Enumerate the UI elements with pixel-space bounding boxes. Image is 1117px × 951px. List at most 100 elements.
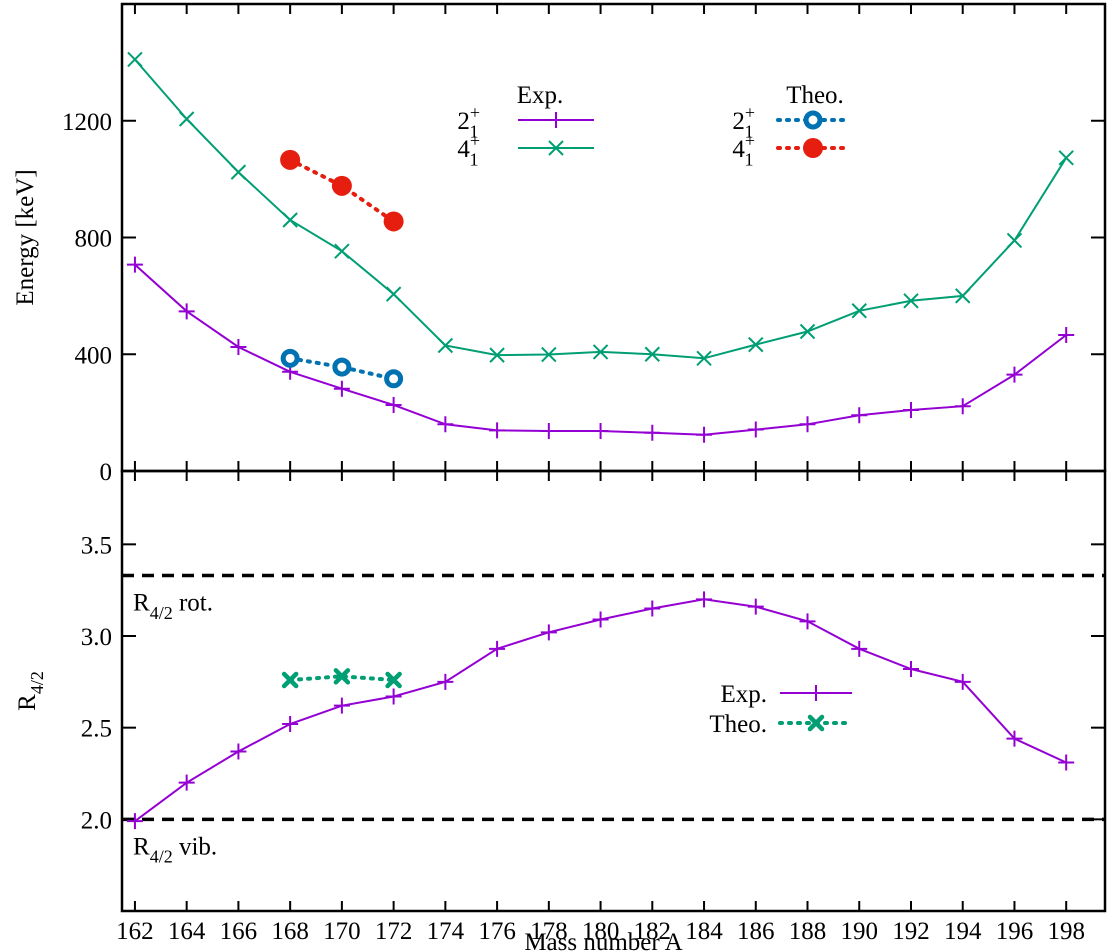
- series-t1-point-2: [230, 164, 247, 180]
- plot-frames: [120, 2, 1107, 913]
- series-b0-point-10: [644, 600, 661, 617]
- series-t0-point-10: [644, 424, 661, 441]
- series-t0-point-8: [540, 423, 557, 440]
- top-legend-label-0: 2+ 1: [457, 103, 480, 142]
- top-legend-label-2: 2+ 1: [732, 103, 755, 142]
- top-legend-heading-1: Theo.: [786, 82, 844, 109]
- series-b0-point-15: [902, 661, 919, 677]
- bottom-ytick-label-3: 3.5: [81, 532, 112, 559]
- series-t0-point-1: [178, 303, 195, 320]
- series-t0-point-13: [799, 416, 816, 433]
- top-plot-frame: [120, 2, 1107, 473]
- series-t1-point-0: [127, 51, 143, 68]
- series-t1-point-8: [541, 346, 557, 363]
- series-t0-point-2: [230, 338, 247, 355]
- series-b0-point-9: [592, 611, 609, 628]
- top-ytick-label-0: 0: [100, 459, 113, 486]
- x-tick-label-13: 188: [789, 918, 827, 945]
- bottom-ylabel: R4/2: [14, 671, 47, 711]
- series-t0-point-0: [126, 256, 143, 273]
- series-b0-point-5: [385, 688, 402, 705]
- x-tick-label-4: 170: [323, 918, 361, 945]
- series-b0-point-16: [954, 673, 971, 690]
- series-t0-point-17: [1006, 366, 1023, 383]
- x-tick-label-9: 180: [582, 918, 620, 945]
- bottom-legend-label-1: Theo.: [709, 711, 767, 738]
- series-t1-point-15: [903, 293, 919, 309]
- top-legend-label-3: 4+ 1: [732, 131, 755, 170]
- series-t1-point-7: [489, 347, 505, 363]
- bottom-plot-frame: [120, 469, 1107, 913]
- legend-marker-b1: [807, 714, 825, 732]
- series-t0-point-6: [437, 416, 454, 433]
- series-b0-point-18: [1058, 754, 1075, 771]
- series-t0-line: [134, 263, 1067, 436]
- series-t1-point-3: [282, 212, 298, 228]
- x-tick-label-14: 190: [841, 918, 879, 945]
- series-b0-point-17: [1006, 730, 1023, 747]
- series-b0-point-11: [696, 591, 713, 608]
- series-t0-point-5: [385, 397, 402, 414]
- series-t0-point-18: [1058, 326, 1075, 343]
- series-t3-point-2: [383, 211, 404, 232]
- x-tick-label-3: 168: [271, 918, 309, 945]
- series-b0-point-3: [282, 716, 299, 732]
- x-tick-label-17: 196: [996, 918, 1034, 945]
- legend-marker-b0: [808, 685, 824, 701]
- series-t0-point-14: [851, 407, 868, 424]
- series-b0-point-8: [540, 624, 557, 641]
- series-t0-point-7: [489, 422, 506, 439]
- series-b1-point-0: [281, 671, 299, 689]
- series-t3-point-0: [280, 149, 301, 170]
- top-legend-label-1: 4+ 1: [457, 131, 480, 170]
- top-ytick-label-1: 400: [75, 342, 113, 369]
- series-b1-point-1: [333, 668, 351, 685]
- x-tick-label-0: 162: [116, 918, 154, 945]
- series-t1-point-16: [955, 288, 971, 304]
- series-t1-point-13: [799, 323, 816, 340]
- x-tick-label-2: 166: [220, 918, 258, 945]
- x-tick-label-1: 164: [168, 918, 206, 945]
- series-t0-point-9: [592, 423, 609, 440]
- series-t1-point-17: [1006, 232, 1023, 249]
- series-t0-point-12: [747, 421, 764, 438]
- series-b0-point-4: [333, 697, 350, 714]
- x-tick-label-16: 194: [944, 918, 982, 945]
- series-t1-point-14: [851, 303, 867, 319]
- x-tick-label-12: 186: [737, 918, 775, 945]
- x-tick-label-6: 174: [427, 918, 465, 945]
- top-ytick-label-3: 1200: [62, 109, 112, 136]
- series-b0-point-2: [230, 743, 247, 760]
- series-b0-point-1: [178, 774, 195, 791]
- x-tick-label-7: 176: [478, 918, 516, 945]
- bottom-ytick-label-0: 2.0: [81, 807, 112, 834]
- series-t1-point-10: [644, 346, 661, 362]
- series-t0-point-11: [696, 426, 713, 443]
- series-t0-point-4: [333, 380, 350, 397]
- series-t2-point-0: [280, 348, 300, 368]
- top-ylabel: Energy [keV]: [12, 169, 39, 305]
- x-tick-label-15: 192: [892, 918, 930, 945]
- series-b0-line: [134, 598, 1067, 823]
- x-tick-label-18: 198: [1047, 918, 1085, 945]
- series-t0-point-15: [902, 401, 919, 418]
- bottom-ytick-label-1: 2.5: [81, 716, 112, 743]
- bottom-legend-label-0: Exp.: [720, 681, 767, 708]
- series-t1-point-9: [592, 344, 609, 360]
- legend-marker-t3: [803, 138, 823, 158]
- top-legend-heading-0: Exp.: [517, 82, 564, 109]
- bottom-ytick-label-2: 3.0: [81, 624, 112, 651]
- series-t1-point-1: [178, 111, 195, 127]
- series-b1-line: [288, 674, 396, 682]
- series-b1-point-2: [385, 671, 402, 689]
- series-b0-point-12: [747, 598, 764, 615]
- x-tick-label-5: 172: [375, 918, 413, 945]
- x-axis-label: Mass number A: [524, 929, 682, 951]
- series-t3-point-1: [331, 175, 352, 196]
- series-t1-point-12: [748, 336, 764, 353]
- series-b0-point-7: [489, 640, 506, 657]
- series-b0-point-6: [437, 673, 454, 690]
- legend-marker-t0: [548, 112, 564, 128]
